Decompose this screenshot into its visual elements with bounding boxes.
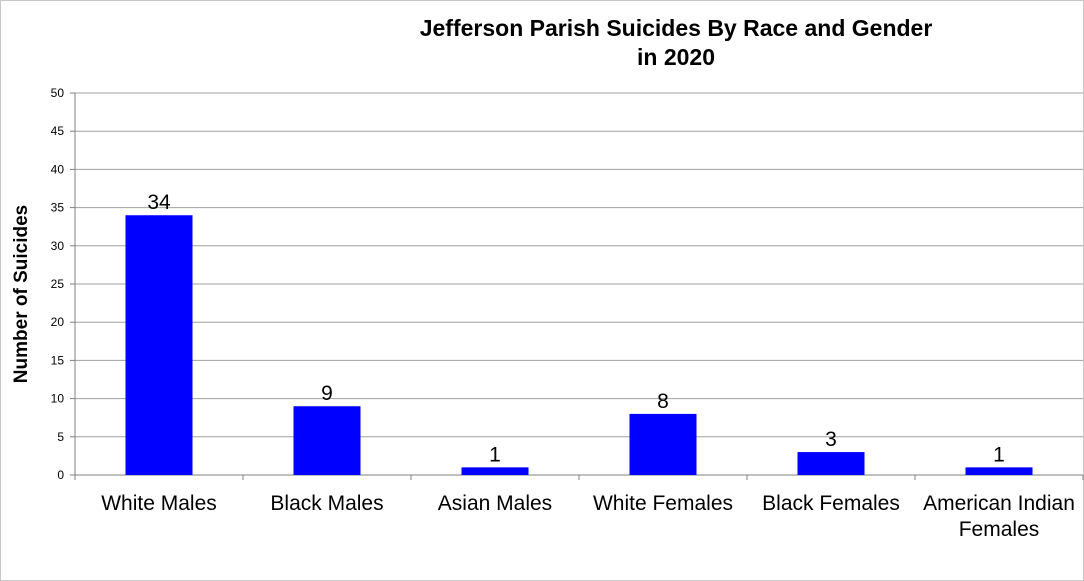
y-tick-label-0: 0: [57, 468, 64, 482]
x-tick-label-5: American Indian Females: [923, 492, 1075, 541]
y-tick-label-25: 25: [51, 277, 65, 291]
y-tick-label-50: 50: [51, 86, 65, 100]
x-tick-label-3: White Females: [593, 492, 733, 515]
bar-2: [461, 467, 529, 475]
x-tick-label-2: Asian Males: [438, 492, 552, 515]
x-tick-label-line: White Males: [101, 492, 217, 515]
data-label-2: 1: [489, 443, 501, 466]
y-tick-label-5: 5: [57, 430, 64, 444]
y-tick-label-20: 20: [51, 315, 65, 329]
data-label-1: 9: [321, 382, 333, 405]
x-tick-label-line: Females: [959, 518, 1040, 541]
bar-0: [125, 215, 193, 476]
x-tick-label-0: White Males: [101, 492, 217, 515]
x-tick-label-line: American Indian: [923, 492, 1075, 515]
bar-1: [293, 406, 361, 475]
y-tick-label-45: 45: [51, 124, 65, 138]
y-tick-label-10: 10: [51, 392, 65, 406]
x-tick-label-line: Asian Males: [438, 492, 552, 515]
chart-title-line-1: in 2020: [637, 44, 715, 70]
bar-5: [965, 467, 1033, 475]
y-axis-label: Number of Suicides: [11, 205, 32, 383]
x-tick-label-line: White Females: [593, 492, 733, 515]
data-label-5: 1: [993, 443, 1005, 466]
data-label-0: 34: [147, 191, 171, 214]
data-label-4: 3: [825, 428, 837, 451]
x-tick-label-line: Black Females: [762, 492, 900, 515]
y-tick-label-35: 35: [51, 201, 65, 215]
x-tick-label-line: Black Males: [270, 492, 383, 515]
bar-3: [629, 413, 697, 475]
chart-title-line-0: Jefferson Parish Suicides By Race and Ge…: [420, 15, 933, 41]
y-tick-label-15: 15: [51, 353, 65, 367]
x-tick-label-1: Black Males: [270, 492, 383, 515]
x-tick-label-4: Black Females: [762, 492, 900, 515]
data-label-3: 8: [657, 390, 669, 413]
y-tick-label-30: 30: [51, 239, 65, 253]
bar-4: [797, 452, 865, 475]
y-tick-label-40: 40: [51, 162, 65, 176]
